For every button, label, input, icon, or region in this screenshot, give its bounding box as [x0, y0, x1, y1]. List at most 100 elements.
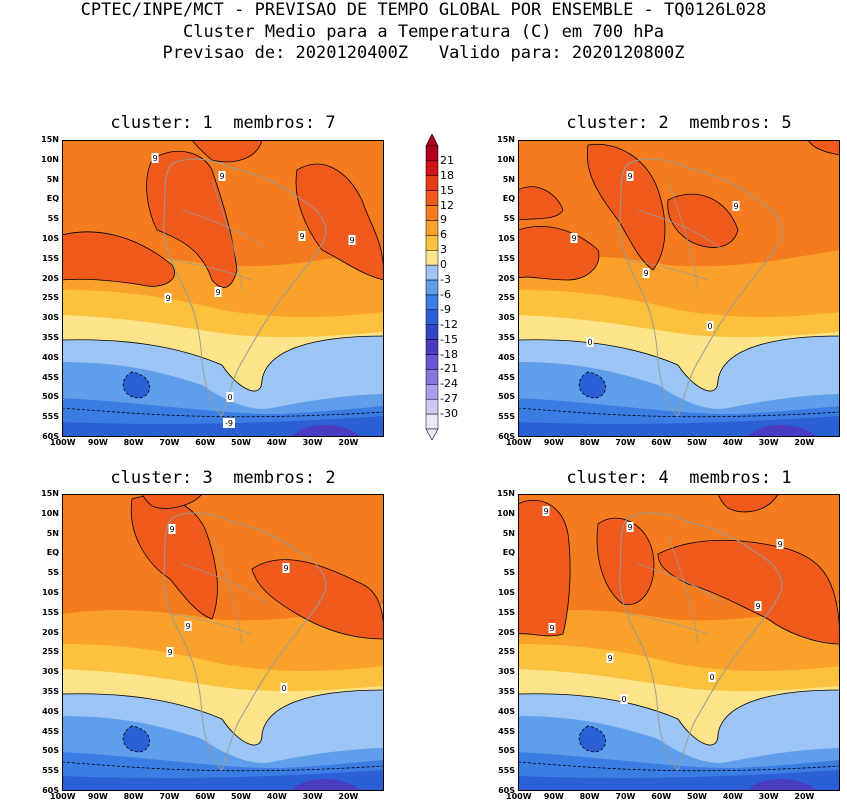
latitude-label: 5S: [47, 568, 59, 578]
longitude-label: 40W: [266, 792, 287, 801]
colorbar-label: -24: [440, 377, 458, 391]
latitude-label: 5N: [46, 528, 59, 538]
map-frame: [518, 140, 840, 437]
contour-label-box: [223, 418, 235, 428]
latitude-label: 55S: [42, 412, 59, 422]
contour-region-12: [518, 186, 564, 221]
cluster-4-map: 9 9 9 9 9 9 0 0: [518, 494, 840, 791]
latitude-label: 40S: [42, 706, 59, 716]
latitude-label: 25S: [42, 293, 59, 303]
dashed-contour: [518, 761, 840, 772]
contour-label-box: [166, 647, 174, 657]
latitude-label: 30S: [498, 313, 515, 323]
latitude-label: 10S: [42, 588, 59, 597]
color-scale-legend: 21 18 15 12 9 6 3 0 -3 -6 -9 -12 -15 -18 -21 -24 -27 -30: [424, 134, 484, 440]
latitude-label: 30S: [42, 313, 59, 323]
colorbar-label: -18: [440, 347, 458, 361]
contour-label-box: [708, 672, 716, 682]
contour-label-box: [151, 153, 159, 163]
map-frame: [62, 140, 384, 437]
longitude-label: 90W: [87, 792, 108, 801]
contour-label-box: [642, 268, 650, 278]
colorbar-label: 6: [440, 228, 447, 242]
latitude-label: 60S: [42, 786, 59, 795]
cluster-3-title: cluster: 3 membros: 2: [110, 468, 336, 488]
contour-label: 0: [621, 695, 626, 704]
contour-label: 9: [299, 232, 304, 241]
colorbar-label: 3: [440, 243, 447, 257]
longitude-label: 30W: [302, 792, 323, 801]
contour-label: 9: [543, 507, 548, 516]
contour-label-box: [298, 231, 306, 241]
cluster-1-title: cluster: 1 membros: 7: [110, 113, 336, 133]
colorbar-swatch: [425, 369, 439, 385]
longitude-label: 20W: [794, 438, 815, 447]
contour-label: 9: [733, 202, 738, 211]
map-canvas: 9 9 9 9 0 0: [518, 140, 840, 437]
colorbar-label: -21: [440, 362, 458, 376]
contour-label: 9: [549, 624, 554, 633]
latitude-label: 40S: [498, 352, 515, 362]
contour-region-12: [141, 494, 203, 509]
contour-label-box: [620, 694, 628, 704]
contour-label: 0: [709, 673, 714, 682]
longitude-label: 100W: [506, 792, 532, 801]
contour-region-12: [657, 539, 840, 645]
latitude-label: 15S: [42, 607, 59, 617]
contour-label-box: [280, 683, 288, 693]
latitude-label: 5S: [503, 568, 515, 578]
latitude-label: 60S: [42, 432, 59, 441]
contour-label-box: [164, 293, 172, 303]
latitude-label: 35S: [498, 687, 515, 696]
contour-region-12: [807, 140, 840, 156]
contour-label-box: [226, 392, 234, 402]
contour-label: 9: [185, 622, 190, 631]
colorbar-label: -6: [440, 287, 451, 301]
contour-label: 9: [777, 540, 782, 549]
latitude-label: 60S: [498, 432, 515, 441]
latitude-label: 10S: [42, 234, 59, 243]
dashed-contour: [62, 407, 384, 418]
contour-label-box: [214, 287, 222, 297]
contour-label-box: [282, 563, 290, 573]
longitude-label: 80W: [579, 438, 600, 447]
cold-core-contour: [122, 725, 150, 753]
colorbar-swatch: [425, 354, 439, 370]
longitude-label: 50W: [687, 792, 707, 801]
colorbar-swatch: [425, 250, 439, 266]
latitude-label: 50S: [498, 392, 515, 402]
contour-label: 9: [755, 602, 760, 611]
contour-label-box: [548, 623, 556, 633]
colorbar-bottom-arrow: [425, 428, 439, 440]
colorbar-swatch: [425, 279, 439, 296]
colorbar-label: -27: [440, 392, 458, 406]
map-canvas: 9 9 9 9 9 9 0 0: [518, 494, 840, 791]
colorbar-label: 0: [440, 258, 447, 272]
longitude-label: 40W: [722, 438, 743, 447]
contour-label: 9: [215, 288, 220, 297]
longitude-label: 90W: [543, 438, 564, 447]
zero-contour: [518, 689, 840, 746]
country-borders: [171, 179, 268, 291]
colorbar-label: 12: [440, 198, 454, 212]
latitude-label: EQ: [46, 548, 59, 558]
longitude-label: 50W: [687, 438, 707, 447]
longitude-label: 70W: [159, 792, 180, 801]
continent-outline: [619, 512, 783, 771]
colorbar-label: 9: [440, 213, 447, 227]
contour-region-12: [518, 499, 571, 637]
latitude-label: 15S: [42, 253, 59, 263]
contour-region-12: [717, 494, 779, 513]
country-borders: [171, 533, 268, 645]
latitude-label: 50S: [498, 746, 515, 756]
longitude-label: 30W: [758, 438, 779, 447]
longitude-label: 70W: [615, 438, 636, 447]
longitude-label: 50W: [231, 438, 251, 447]
latitude-label: 5N: [46, 174, 59, 184]
longitude-label: 60W: [651, 438, 672, 447]
contour-region-12: [667, 193, 739, 248]
longitude-label: 60W: [195, 438, 216, 447]
zero-contour: [62, 335, 384, 392]
colorbar-top-arrow: [425, 134, 439, 147]
latitude-label: 45S: [498, 726, 515, 736]
